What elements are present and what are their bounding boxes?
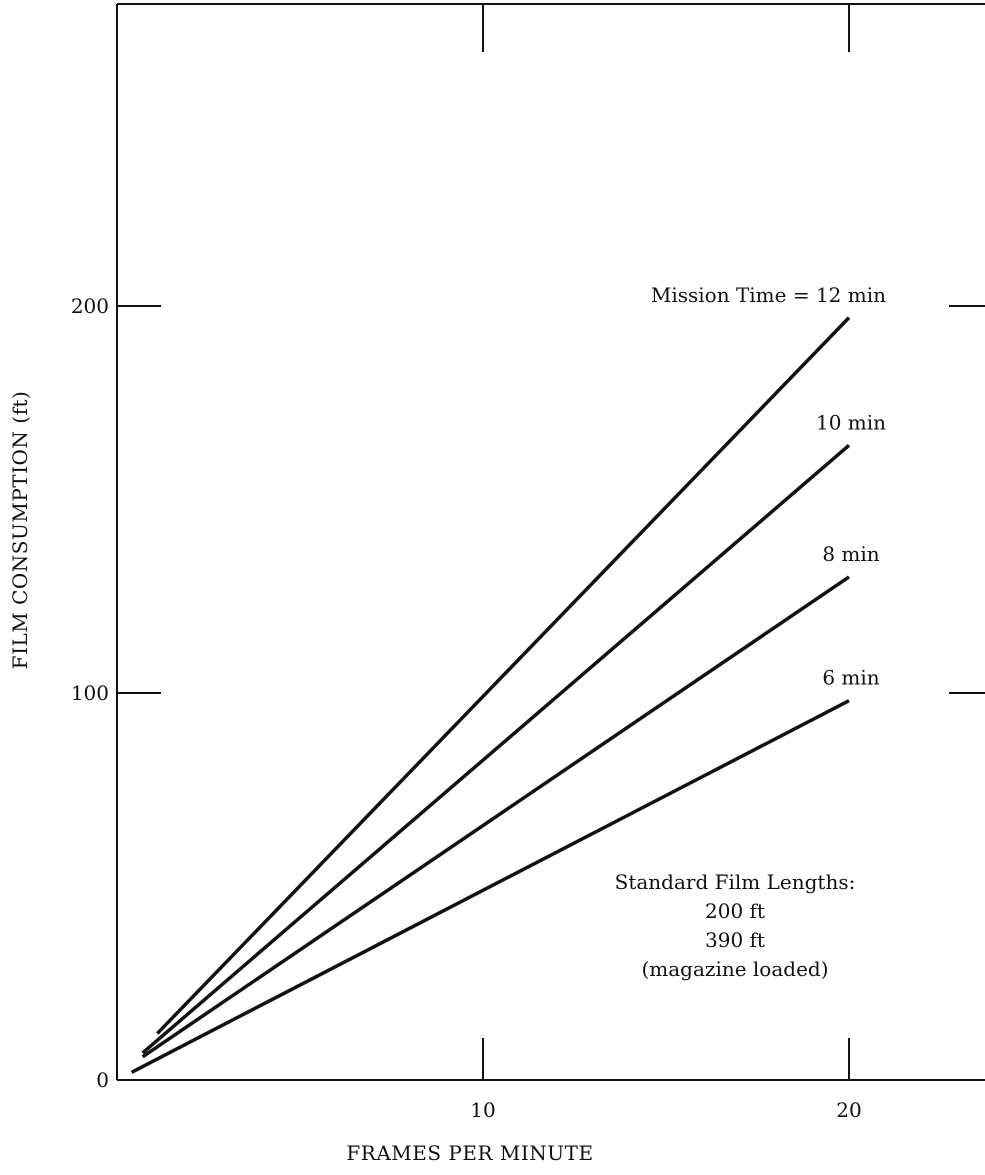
axis-ticks	[117, 4, 985, 1080]
annotation-line-2: 200 ft	[705, 899, 765, 923]
series-line-3	[130, 699, 850, 1074]
x-axis-title: FRAMES PER MINUTE	[346, 1141, 593, 1165]
y-axis-title: FILM CONSUMPTION (ft)	[8, 391, 32, 670]
series-label-2: 8 min	[822, 542, 879, 566]
y-tick-label-200: 200	[71, 294, 109, 318]
series-line-2	[141, 575, 850, 1059]
x-tick-label-10: 10	[470, 1098, 495, 1122]
annotation-line-1: Standard Film Lengths:	[615, 870, 856, 894]
series-label-0: Mission Time = 12 min	[651, 283, 886, 307]
series-line-1	[141, 443, 851, 1055]
series-label-1: 10 min	[816, 410, 886, 434]
series-lines	[130, 316, 851, 1074]
series-line-0	[156, 316, 851, 1035]
y-tick-label-0: 0	[96, 1068, 109, 1092]
x-tick-label-20: 20	[836, 1098, 861, 1122]
y-tick-label-100: 100	[71, 681, 109, 705]
annotation-line-3: 390 ft	[705, 928, 765, 952]
axis-tick-labels: 0 100 200 10 20	[71, 294, 862, 1122]
series-label-3: 6 min	[822, 666, 879, 690]
series-labels: Mission Time = 12 min 10 min 8 min 6 min	[651, 283, 886, 690]
annotation-line-4: (magazine loaded)	[641, 957, 828, 981]
